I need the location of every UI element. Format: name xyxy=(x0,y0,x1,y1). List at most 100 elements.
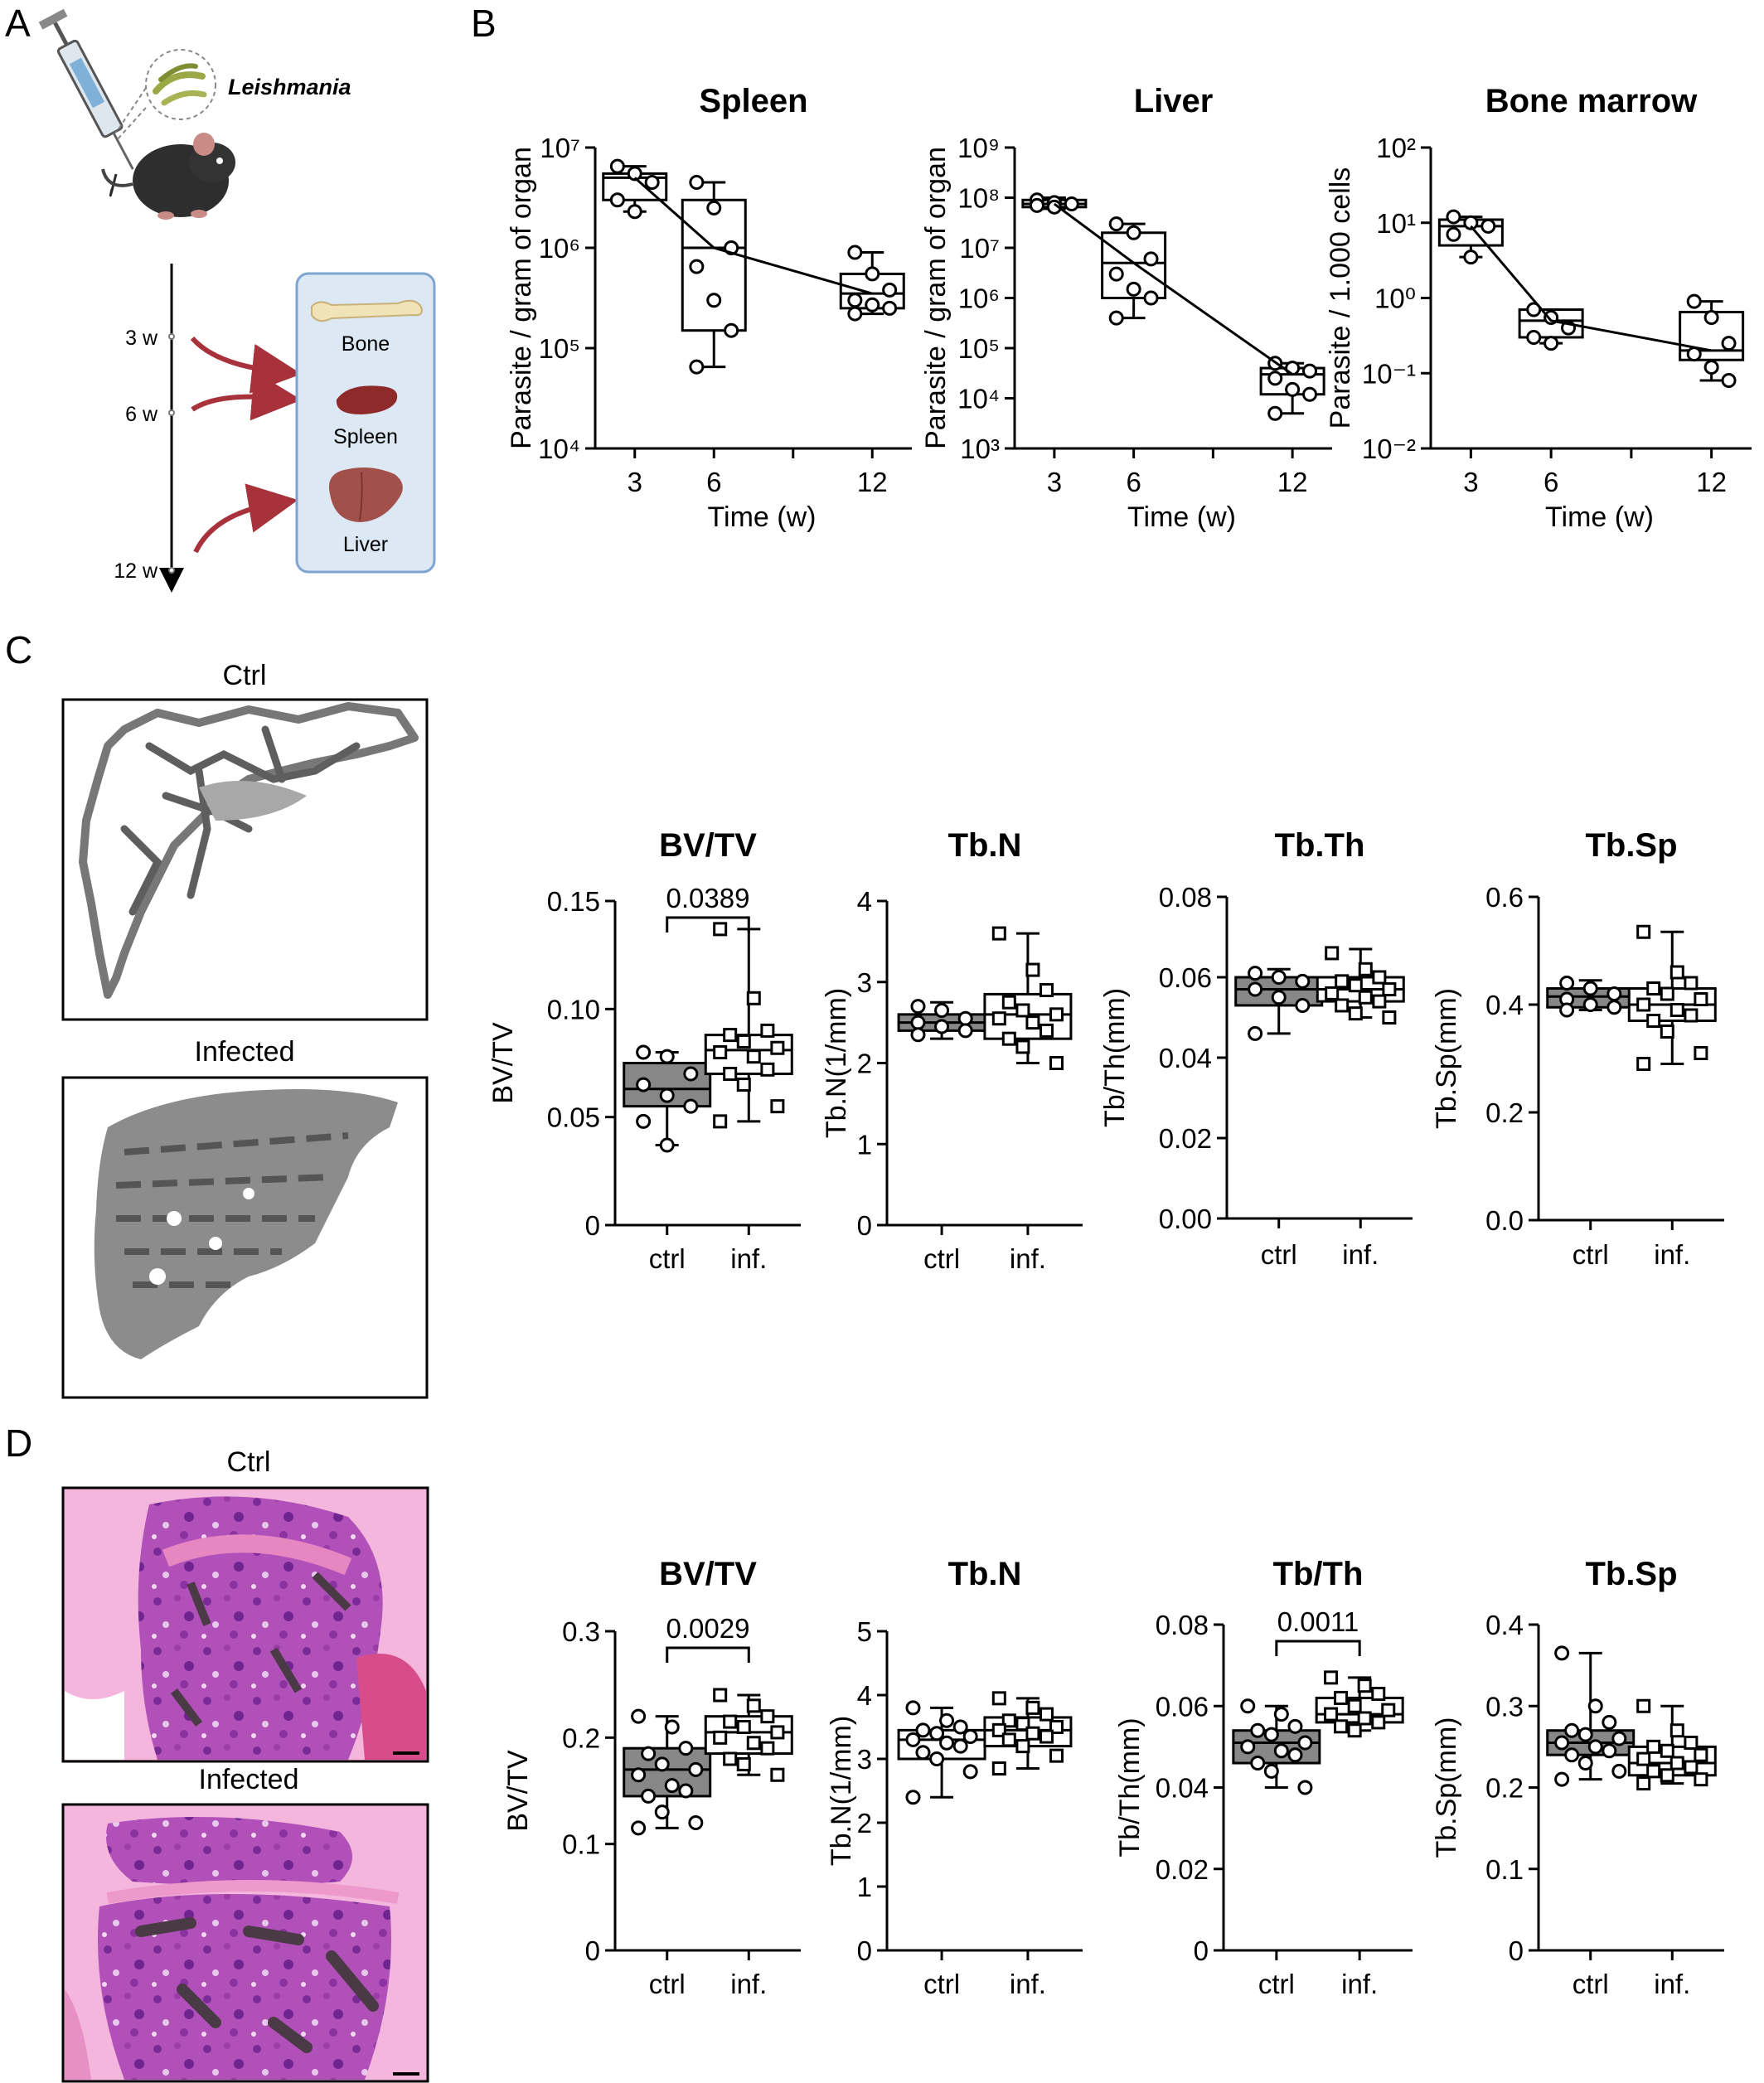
data-point xyxy=(1382,1010,1397,1025)
y-axis-label: Tb/Th(mm) xyxy=(1099,988,1131,1127)
data-point xyxy=(847,306,863,322)
data-point xyxy=(678,1741,694,1756)
data-point xyxy=(760,1062,775,1077)
data-point xyxy=(1587,1698,1603,1714)
image-label-ctrl: Ctrl xyxy=(223,660,267,691)
data-point xyxy=(706,293,722,308)
data-point xyxy=(689,359,705,375)
y-tick-label: 5 xyxy=(857,1616,872,1647)
data-point xyxy=(1271,970,1287,985)
data-point xyxy=(1287,1747,1303,1763)
data-point xyxy=(631,1708,647,1724)
x-tick-label: ctrl xyxy=(1258,1969,1295,1999)
data-point xyxy=(627,166,642,182)
data-point xyxy=(882,300,898,316)
x-tick-label: ctrl xyxy=(1573,1239,1609,1270)
y-tick-label: 0 xyxy=(1194,1935,1209,1966)
data-point xyxy=(1587,1739,1603,1755)
y-tick-label: 0.6 xyxy=(1485,882,1524,913)
y-tick-label: 10⁶ xyxy=(958,283,1000,314)
data-point xyxy=(1126,281,1141,297)
chart-title: Tb.Th xyxy=(1275,827,1365,864)
data-point xyxy=(1602,1714,1617,1730)
x-tick-label: inf. xyxy=(1010,1243,1046,1274)
data-point xyxy=(1334,1719,1349,1734)
data-point xyxy=(1446,209,1461,225)
data-point xyxy=(1554,1645,1570,1661)
data-point xyxy=(723,1714,738,1729)
data-point xyxy=(1040,1707,1054,1722)
x-tick-label: 12 xyxy=(857,467,888,497)
y-tick-label: 1 xyxy=(857,1129,872,1160)
data-point xyxy=(1248,966,1263,981)
data-point xyxy=(847,245,863,260)
data-point xyxy=(957,1023,973,1039)
data-point xyxy=(1025,962,1040,977)
median-line xyxy=(1053,202,1293,375)
histology-infected-image xyxy=(61,1803,429,2083)
data-point xyxy=(654,1756,670,1772)
data-point xyxy=(713,1114,728,1129)
data-point xyxy=(991,926,1006,941)
data-point xyxy=(1721,373,1737,389)
data-point xyxy=(934,1002,950,1018)
data-point xyxy=(724,322,739,338)
data-point xyxy=(929,1751,945,1766)
panel-letter-b: B xyxy=(471,2,497,45)
y-tick-label: 10³ xyxy=(960,434,1000,464)
panel-letter-a: A xyxy=(5,2,31,45)
data-point xyxy=(910,1027,926,1043)
y-tick-label: 0 xyxy=(585,1210,600,1241)
data-point xyxy=(847,293,863,308)
data-point xyxy=(636,1077,652,1092)
data-point xyxy=(1297,1780,1313,1795)
data-point xyxy=(1606,986,1622,1001)
y-axis-label: BV/TV xyxy=(502,1750,534,1832)
microct-infected-image xyxy=(61,1076,429,1399)
x-axis-label: Time (w) xyxy=(708,501,817,533)
data-point xyxy=(770,1767,785,1782)
data-point xyxy=(770,1040,785,1055)
leishmania-icon xyxy=(115,49,216,142)
spleen-icon xyxy=(336,385,398,414)
y-tick-label: 0.2 xyxy=(1485,1773,1524,1804)
y-tick-label: 2 xyxy=(857,1808,872,1838)
data-point xyxy=(1348,978,1363,993)
data-point xyxy=(910,999,926,1015)
timeline: 3 w 6 w 12 w xyxy=(114,264,184,593)
data-point xyxy=(770,1099,785,1114)
y-axis-label: BV/TV xyxy=(487,1022,519,1104)
timepoint-label: 3 w xyxy=(125,327,158,350)
image-label-infected: Infected xyxy=(195,1036,295,1068)
data-point xyxy=(1559,1002,1575,1018)
data-point xyxy=(1660,986,1674,1001)
data-point xyxy=(1463,215,1479,230)
data-point xyxy=(1271,990,1287,1005)
data-point xyxy=(631,1767,647,1783)
data-point xyxy=(1526,329,1542,345)
data-point xyxy=(1694,1747,1708,1762)
data-point xyxy=(1526,302,1542,317)
data-point xyxy=(1248,981,1263,997)
x-tick-label: 12 xyxy=(1277,467,1308,497)
y-tick-label: 10¹ xyxy=(1376,208,1416,239)
chart-5: Tb.Th 0.00 0.02 0.04 0.06 0.08 Tb/Th(mm) ctrl in… xyxy=(1099,827,1413,1270)
data-point xyxy=(1143,290,1159,306)
data-point xyxy=(1064,196,1079,212)
data-point xyxy=(1670,1756,1684,1771)
x-tick-label: 6 xyxy=(1126,467,1141,497)
data-point xyxy=(1564,1747,1580,1763)
data-point xyxy=(736,1078,751,1092)
y-tick-label: 10⁵ xyxy=(958,333,1000,364)
y-tick-label: 10⁻¹ xyxy=(1362,358,1416,389)
organ-label: Bone xyxy=(342,332,390,356)
timepoint-label: 12 w xyxy=(114,560,158,583)
p-value-label: 0.0029 xyxy=(666,1613,750,1644)
data-point xyxy=(1357,1711,1372,1726)
data-point xyxy=(1646,981,1661,995)
data-point xyxy=(760,1023,775,1038)
y-tick-label: 10⁴ xyxy=(538,434,580,464)
data-point xyxy=(1660,1743,1674,1758)
y-tick-label: 0.06 xyxy=(1156,1691,1209,1722)
